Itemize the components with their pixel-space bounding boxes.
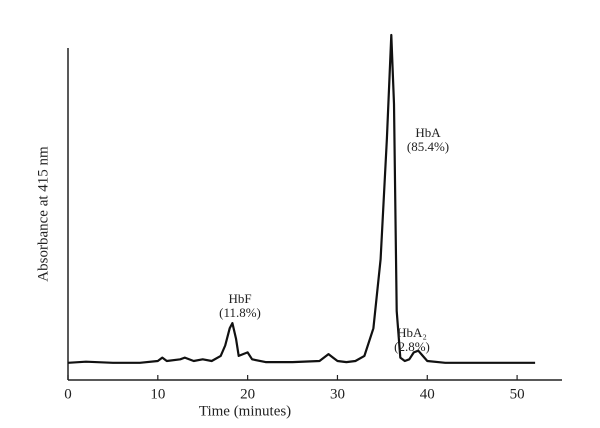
peak-label: HbF [228, 291, 251, 306]
peak-percent: (11.8%) [219, 305, 261, 320]
y-axis-label: Absorbance at 415 nm [35, 146, 51, 282]
x-tick-label: 40 [420, 386, 435, 402]
peak-percent: (2.8%) [394, 339, 430, 354]
x-tick-label: 30 [330, 386, 345, 402]
peak-label: HbA [415, 125, 441, 140]
peak-percent: (85.4%) [407, 139, 449, 154]
x-tick-label: 50 [510, 386, 525, 402]
x-tick-label: 0 [64, 386, 72, 402]
x-tick-label: 20 [240, 386, 255, 402]
chromatogram-line [67, 33, 536, 364]
x-tick-label: 10 [150, 386, 165, 402]
peak-label: HbA₂ [397, 325, 427, 340]
x-axis-label: Time (minutes) [199, 403, 291, 419]
